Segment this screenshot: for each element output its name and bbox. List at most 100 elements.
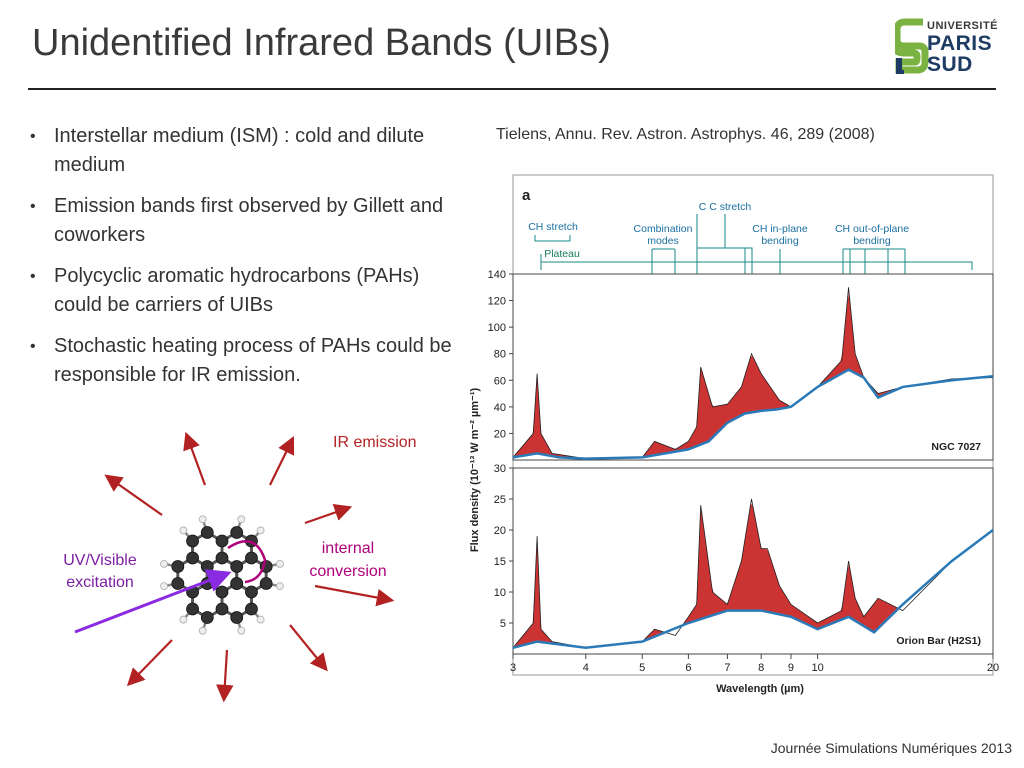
- university-logo: UNIVERSITÉ PARIS SUD: [889, 18, 1005, 78]
- carbon-atom: [230, 560, 244, 573]
- annotation-ch-stretch: CH stretch: [528, 221, 578, 233]
- ir-arrow: [104, 474, 163, 516]
- panel-name-label: Orion Bar (H2S1): [896, 635, 981, 647]
- y-tick-label: 80: [494, 349, 506, 361]
- y-tick-label: 140: [488, 269, 506, 281]
- ic-label-line2: conversion: [309, 563, 387, 580]
- carbon-atom: [186, 534, 199, 548]
- carbon-atom: [200, 560, 214, 573]
- y-tick-label: 5: [500, 618, 506, 630]
- y-tick-label: 25: [494, 494, 506, 506]
- annotation-plateau: Plateau: [544, 248, 580, 260]
- ir-emission-label: IR emission: [333, 434, 417, 451]
- uib-spectrum-chart: a CH stretch Plateau Combination modes C…: [469, 174, 999, 695]
- carbon-atom: [186, 551, 199, 565]
- hydrogen-atom: [237, 515, 246, 524]
- carbon-atom: [171, 577, 185, 590]
- bullet-list: Interstellar medium (ISM) : cold and dil…: [30, 122, 460, 402]
- y-tick-label: 40: [494, 402, 506, 414]
- panel-name-label: NGC 7027: [931, 441, 981, 453]
- x-tick-label: 8: [758, 662, 764, 674]
- logo-line-sud: SUD: [927, 53, 973, 76]
- hydrogen-atom: [179, 615, 188, 624]
- logo-line-universite: UNIVERSITÉ: [927, 20, 999, 32]
- carbon-atom: [245, 551, 258, 565]
- hydrogen-atom: [160, 559, 168, 568]
- uv-label-line2: excitation: [66, 574, 134, 591]
- bullet-item: Polycyclic aromatic hydrocarbons (PAHs) …: [30, 262, 460, 320]
- carbon-atom: [215, 534, 229, 548]
- citation: Tielens, Annu. Rev. Astron. Astrophys. 4…: [496, 126, 875, 143]
- annotation-inplane-2: bending: [761, 235, 799, 247]
- x-tick-label: 10: [811, 662, 823, 674]
- carbon-atom: [230, 611, 244, 624]
- hydrogen-atom: [179, 526, 188, 535]
- annotation-oop-2: bending: [853, 235, 891, 247]
- x-tick-label: 5: [639, 662, 645, 674]
- hydrogen-atom: [276, 559, 284, 568]
- carbon-atom: [215, 585, 229, 599]
- y-tick-label: 30: [494, 463, 506, 475]
- hydrogen-atom: [198, 626, 207, 635]
- carbon-atom: [245, 602, 258, 616]
- carbon-atom: [186, 602, 199, 616]
- footer-text: Journée Simulations Numériques 2013: [770, 740, 1012, 756]
- hydrogen-atom: [256, 615, 265, 624]
- hydrogen-atom: [198, 515, 207, 524]
- carbon-atom: [230, 577, 244, 590]
- internal-conversion-label: internal conversion: [293, 537, 403, 583]
- x-tick-label: 20: [987, 662, 999, 674]
- logo-s-icon: [889, 18, 929, 74]
- pah-emission-diagram: [74, 431, 395, 703]
- continuum-line: [512, 529, 994, 650]
- uv-excitation-arrow: [74, 569, 232, 634]
- x-tick-label: 4: [583, 662, 589, 674]
- internal-conversion-curl: [227, 540, 267, 584]
- ir-arrow: [269, 436, 295, 486]
- y-tick-label: 15: [494, 556, 506, 568]
- bullet-item: Emission bands first observed by Gillett…: [30, 192, 460, 250]
- y-axis-label: Flux density (10⁻¹³ W m⁻² µm⁻¹): [469, 388, 481, 553]
- y-tick-label: 10: [494, 587, 506, 599]
- ir-arrow: [216, 649, 234, 703]
- hydrogen-atom: [256, 526, 265, 535]
- y-tick-label: 120: [488, 296, 506, 308]
- panel-frame: [512, 273, 994, 461]
- annotation-oop-1: CH out-of-plane: [835, 223, 909, 235]
- x-axis-label: Wavelength (µm): [716, 683, 804, 695]
- ir-arrow: [314, 584, 395, 607]
- chart-panels: 20 40 60 80 100 120 140 NGC 7027 5 10 15 20 25 30 Orio…: [488, 269, 999, 674]
- y-tick-label: 20: [494, 525, 506, 537]
- uv-excitation-label: UV/Visible excitation: [50, 550, 150, 594]
- carbon-atom: [200, 526, 214, 539]
- annotation-cc-stretch: C C stretch: [699, 201, 752, 213]
- annotation-combination-1: Combination: [634, 223, 693, 235]
- emission-band-fill: [513, 503, 993, 648]
- y-tick-label: 20: [494, 428, 506, 440]
- spectrum-panel: 20 40 60 80 100 120 140 NGC 7027: [488, 269, 994, 461]
- annotation-inplane-1: CH in-plane: [752, 223, 808, 235]
- ir-emission-arrows: [104, 431, 395, 703]
- annotation-brackets: [534, 214, 973, 274]
- uv-label-line1: UV/Visible: [63, 552, 137, 569]
- title-divider: [28, 88, 996, 90]
- x-tick-label: 7: [724, 662, 730, 674]
- hydrogen-atom: [237, 626, 246, 635]
- carbon-atom: [215, 551, 229, 565]
- x-tick-label: 6: [685, 662, 691, 674]
- bullet-item: Stochastic heating process of PAHs could…: [30, 332, 460, 390]
- y-tick-label: 60: [494, 375, 506, 387]
- carbon-atom: [171, 560, 185, 573]
- annotation-combination-2: modes: [647, 235, 679, 247]
- ir-arrow: [304, 504, 353, 525]
- carbon-atom: [230, 526, 244, 539]
- band-annotations: CH stretch Plateau Combination modes C C…: [528, 201, 909, 260]
- spectrum-panel: 5 10 15 20 25 30 Orion Bar (H2S1): [494, 463, 994, 655]
- continuum-line: [512, 368, 994, 460]
- ic-label-line1: internal: [321, 540, 375, 557]
- ir-arrow: [289, 624, 328, 672]
- logo-line-paris: PARIS: [927, 32, 993, 55]
- ir-arrow: [126, 639, 173, 687]
- hydrogen-atom: [160, 582, 168, 591]
- emission-band-fill: [513, 291, 993, 459]
